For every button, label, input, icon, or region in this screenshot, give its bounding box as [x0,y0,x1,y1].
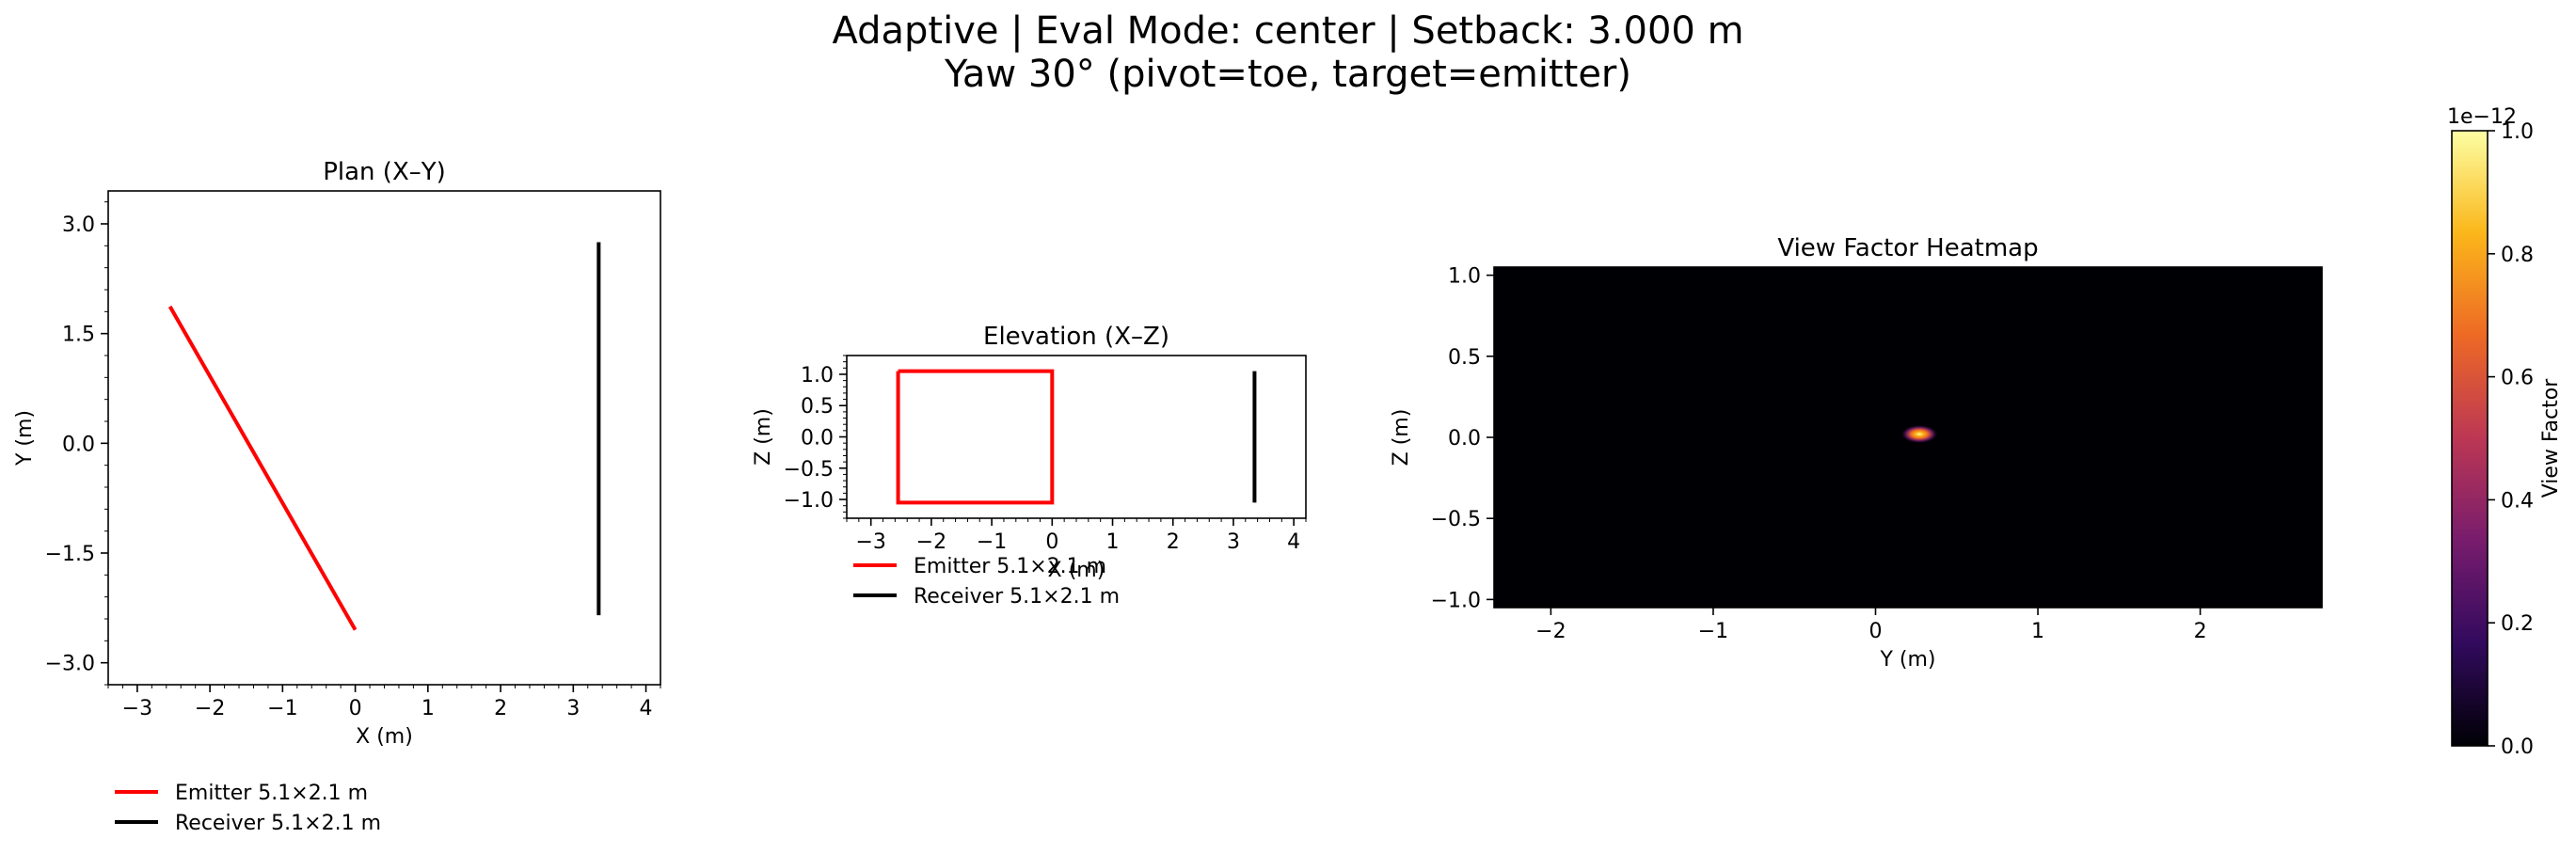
emitter-line [167,305,358,631]
y-tick-label: 3.0 [62,214,95,237]
y-tick-label: −0.5 [784,458,834,482]
view-factor-hotspot [1900,424,1939,444]
elevation-axes: −3 −2 −1 0 1 2 3 4 −1.0 −0.5 0.0 0.5 1.0 Elevation (X… [752,323,1307,609]
figure-title-line1: Adaptive | Eval Mode: center | Setback: … [832,9,1743,53]
x-tick-label: −1 [1698,620,1728,643]
x-tick-label: 2 [1167,530,1180,554]
x-tick-label: 0 [349,697,362,720]
x-tick-label: 3 [566,697,580,720]
x-axis-label: X (m) [356,725,413,749]
legend-receiver-label: Receiver 5.1×2.1 m [175,812,381,835]
x-tick-label: −2 [916,530,946,554]
colorbar: 0.0 0.2 0.4 0.6 0.8 1.01e−12 View Factor [2447,105,2563,759]
y-tick-label: 0.0 [801,427,834,451]
x-axis-label: Y (m) [1879,648,1935,672]
axes-frame [846,355,1307,519]
x-axis-label: X (m) [1048,559,1105,582]
colorbar-tick-label: 0.6 [2501,367,2534,390]
x-tick-label: 1 [1106,530,1120,554]
x-tick-label: 4 [1287,530,1300,554]
colorbar-tick-label: 1.0 [2501,120,2534,144]
y-tick-label: 0.0 [1448,427,1481,451]
legend-emitter-label: Emitter 5.1×2.1 m [175,782,368,805]
y-tick-label: 0.0 [62,433,95,456]
x-tick-label: −3 [122,697,152,720]
colorbar-tick-label: 0.2 [2501,612,2534,636]
y-tick-label: −0.5 [1431,508,1481,531]
x-tick-label: 2 [2194,620,2207,643]
axes-frame [107,190,661,686]
y-tick-label: −1.0 [1431,589,1481,612]
y-tick-label: −3.0 [45,653,95,676]
y-axis-label: Y (m) [13,410,37,467]
colorbar-frame [2451,130,2489,747]
plan-axes: −3 −2 −1 0 1 2 3 4 −3.0 −1.5 0.0 1.5 3.0 Plan (X–Y) X … [13,158,661,835]
axes-title: Plan (X–Y) [323,158,446,186]
y-tick-label: 0.5 [801,395,834,419]
legend-receiver-label: Receiver 5.1×2.1 m [914,585,1120,609]
x-tick-label: −1 [267,697,297,720]
y-axis-label: Z (m) [1390,409,1413,467]
x-tick-label: 2 [494,697,507,720]
colorbar-tick-label: 0.8 [2501,244,2534,267]
x-tick-label: −3 [855,530,885,554]
colorbar-tick-label: 0.0 [2501,735,2534,759]
axes-title: View Factor Heatmap [1777,234,2038,262]
y-tick-label: 1.0 [801,364,834,387]
axes-title: Elevation (X–Z) [983,323,1169,351]
x-tick-label: 0 [1868,620,1882,643]
y-tick-label: −1.5 [45,543,95,566]
legend-emitter-label: Emitter 5.1×2.1 m [914,555,1106,578]
x-tick-label: 0 [1045,530,1058,554]
y-tick-label: 0.5 [1448,346,1481,370]
x-tick-label: −2 [195,697,225,720]
emitter-line [896,369,1055,505]
colorbar-tick-label: 0.4 [2501,489,2534,513]
y-tick-label: 1.0 [1448,265,1481,289]
colorbar-gradient [2452,131,2488,746]
colorbar-label: View Factor [2539,378,2563,498]
y-axis-label: Z (m) [752,408,775,466]
heatmap-axes: −2 −1 0 1 2 −1.0 −0.5 0.0 0.5 1.0 View Factor Heat… [1390,234,2323,672]
colorbar-offset-label: 1e−12 [2447,105,2517,129]
x-tick-label: 4 [640,697,653,720]
y-tick-label: −1.0 [784,489,834,513]
x-tick-label: −1 [977,530,1007,554]
x-tick-label: 1 [2031,620,2044,643]
figure-title-line2: Yaw 30° (pivot=toe, target=emitter) [944,53,1631,96]
y-tick-label: 1.5 [62,324,95,347]
x-tick-label: 1 [421,697,435,720]
x-tick-label: −2 [1535,620,1566,643]
x-tick-label: 3 [1227,530,1240,554]
